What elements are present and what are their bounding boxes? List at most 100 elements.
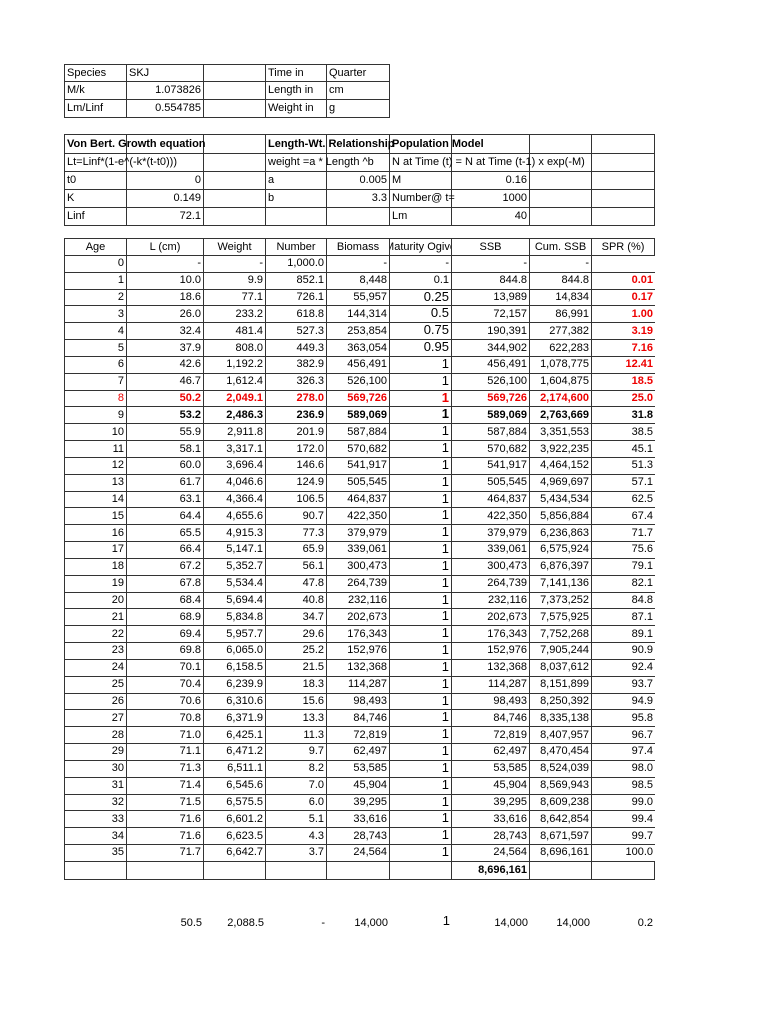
param-cell[interactable] — [266, 208, 327, 226]
data-cell[interactable]: 0.25 — [390, 289, 452, 307]
data-cell[interactable]: 62.5 — [592, 492, 655, 509]
data-cell[interactable]: 62,497 — [327, 744, 390, 761]
info-cell[interactable] — [204, 64, 266, 82]
data-cell[interactable]: 5.1 — [266, 811, 327, 829]
data-cell[interactable]: 92.4 — [592, 660, 655, 677]
data-cell[interactable]: 253,854 — [327, 323, 390, 341]
data-cell[interactable]: 4,046.6 — [204, 474, 266, 492]
total-cell[interactable] — [327, 861, 390, 880]
data-cell[interactable]: 98,493 — [452, 693, 530, 711]
summary-cell[interactable]: 2,088.5 — [204, 914, 266, 932]
data-cell[interactable]: 1,192.2 — [204, 356, 266, 374]
data-cell[interactable]: 3,922,235 — [530, 441, 592, 458]
data-cell[interactable]: 1 — [390, 508, 452, 526]
data-cell[interactable]: 8,037,612 — [530, 659, 592, 677]
data-cell[interactable]: 1.00 — [592, 306, 655, 324]
data-cell[interactable]: 5,534.4 — [204, 575, 266, 593]
data-cell[interactable]: 456,491 — [452, 356, 530, 374]
data-cell[interactable]: 6,876,397 — [530, 558, 592, 576]
data-cell[interactable]: 449.3 — [266, 340, 327, 357]
data-cell[interactable]: 63.1 — [127, 491, 204, 509]
data-cell[interactable]: 8,569,943 — [530, 777, 592, 795]
param-cell[interactable] — [127, 134, 204, 154]
param-cell[interactable]: Linf — [64, 208, 127, 226]
column-header[interactable]: SPR (%) — [592, 238, 655, 256]
info-cell[interactable]: g — [327, 100, 390, 118]
total-cell[interactable] — [530, 861, 592, 880]
data-cell[interactable]: 1 — [390, 744, 452, 761]
data-cell[interactable]: 569,726 — [452, 390, 530, 408]
data-cell[interactable]: 15 — [64, 508, 127, 526]
data-cell[interactable]: 6,158.5 — [204, 659, 266, 677]
data-cell[interactable]: 99.0 — [592, 795, 655, 812]
data-cell[interactable]: 1 — [390, 811, 452, 829]
data-cell[interactable]: 587,884 — [327, 424, 390, 442]
data-cell[interactable]: 1 — [390, 542, 452, 559]
data-cell[interactable]: 422,350 — [452, 508, 530, 526]
data-cell[interactable]: 363,054 — [327, 340, 390, 357]
info-cell[interactable]: cm — [327, 82, 390, 100]
param-cell[interactable]: Number@ t= — [390, 190, 455, 208]
summary-cell[interactable]: - — [266, 914, 327, 932]
data-cell[interactable]: 33,616 — [452, 811, 530, 829]
data-cell[interactable]: 65.9 — [266, 542, 327, 559]
data-cell[interactable]: 6,310.6 — [204, 693, 266, 711]
data-cell[interactable]: 100.0 — [592, 845, 655, 862]
data-cell[interactable]: 50.2 — [127, 390, 204, 408]
data-cell[interactable]: 587,884 — [452, 424, 530, 442]
data-cell[interactable]: 31.8 — [592, 407, 655, 425]
data-cell[interactable]: 172.0 — [266, 441, 327, 458]
param-cell[interactable]: N at Time (t) = N at Time (t-1) x exp(-M… — [390, 154, 585, 172]
data-cell[interactable]: 1 — [390, 525, 452, 543]
param-cell[interactable] — [204, 172, 266, 190]
summary-cell[interactable]: 1 — [390, 914, 452, 932]
data-cell[interactable]: 4,366.4 — [204, 491, 266, 509]
data-cell[interactable]: 7.16 — [592, 340, 655, 357]
data-cell[interactable]: 75.6 — [592, 542, 655, 559]
data-cell[interactable]: 264,739 — [452, 575, 530, 593]
data-cell[interactable]: 16 — [64, 525, 127, 543]
data-cell[interactable]: - — [127, 256, 204, 273]
data-cell[interactable]: 53,585 — [452, 760, 530, 778]
data-cell[interactable]: 33 — [64, 811, 127, 829]
total-cell[interactable] — [204, 861, 266, 880]
data-cell[interactable]: 277,382 — [530, 323, 592, 341]
data-cell[interactable]: 18.6 — [127, 289, 204, 307]
data-cell[interactable]: 14,834 — [530, 289, 592, 307]
data-cell[interactable]: 71.1 — [127, 744, 204, 761]
data-cell[interactable]: 11 — [64, 441, 127, 458]
data-cell[interactable]: 6,371.9 — [204, 710, 266, 728]
summary-cell[interactable]: 14,000 — [327, 914, 390, 932]
data-cell[interactable]: 144,314 — [327, 306, 390, 324]
data-cell[interactable]: 5,434,534 — [530, 491, 592, 509]
data-cell[interactable]: 527.3 — [266, 323, 327, 341]
info-cell[interactable]: 0.554785 — [127, 100, 204, 118]
data-cell[interactable]: 3 — [64, 306, 127, 324]
data-cell[interactable]: 5,957.7 — [204, 626, 266, 644]
info-cell[interactable] — [204, 82, 266, 100]
total-cell[interactable] — [64, 861, 127, 880]
data-cell[interactable]: 7,752,268 — [530, 626, 592, 644]
data-cell[interactable]: 4,915.3 — [204, 525, 266, 543]
data-cell[interactable]: 4.3 — [266, 828, 327, 845]
param-cell[interactable] — [204, 190, 266, 208]
data-cell[interactable]: 379,979 — [327, 525, 390, 543]
data-cell[interactable]: 4,655.6 — [204, 508, 266, 526]
data-cell[interactable]: 47.8 — [266, 575, 327, 593]
data-cell[interactable]: 40.8 — [266, 592, 327, 610]
data-cell[interactable]: 58.1 — [127, 441, 204, 458]
data-cell[interactable]: 11.3 — [266, 727, 327, 745]
data-cell[interactable]: 71.6 — [127, 811, 204, 829]
param-cell[interactable]: 40 — [452, 208, 530, 226]
data-cell[interactable]: 1 — [390, 558, 452, 576]
data-cell[interactable]: 201.9 — [266, 424, 327, 442]
data-cell[interactable]: 38.5 — [592, 424, 655, 442]
data-cell[interactable] — [592, 256, 655, 273]
data-cell[interactable]: 97.4 — [592, 744, 655, 761]
data-cell[interactable]: 68.4 — [127, 592, 204, 610]
data-cell[interactable]: 13,989 — [452, 289, 530, 307]
data-cell[interactable]: 17 — [64, 542, 127, 559]
data-cell[interactable]: 106.5 — [266, 491, 327, 509]
data-cell[interactable]: 1 — [390, 373, 452, 391]
data-cell[interactable]: 15.6 — [266, 693, 327, 711]
